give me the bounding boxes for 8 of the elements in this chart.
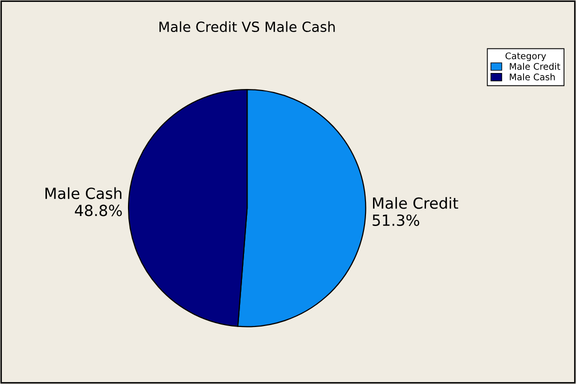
data-label: 48.8% — [74, 204, 122, 216]
legend-title: Category — [506, 52, 546, 62]
legend-label: Male Cash — [510, 73, 555, 80]
legend-label: Male Credit — [510, 62, 560, 70]
data-label: 51.3% — [372, 214, 420, 226]
slice-label: Male Credit — [373, 197, 458, 209]
slice-label: Male Cash — [45, 187, 122, 200]
chart-title: Male Credit VS Male Cash — [159, 21, 335, 32]
